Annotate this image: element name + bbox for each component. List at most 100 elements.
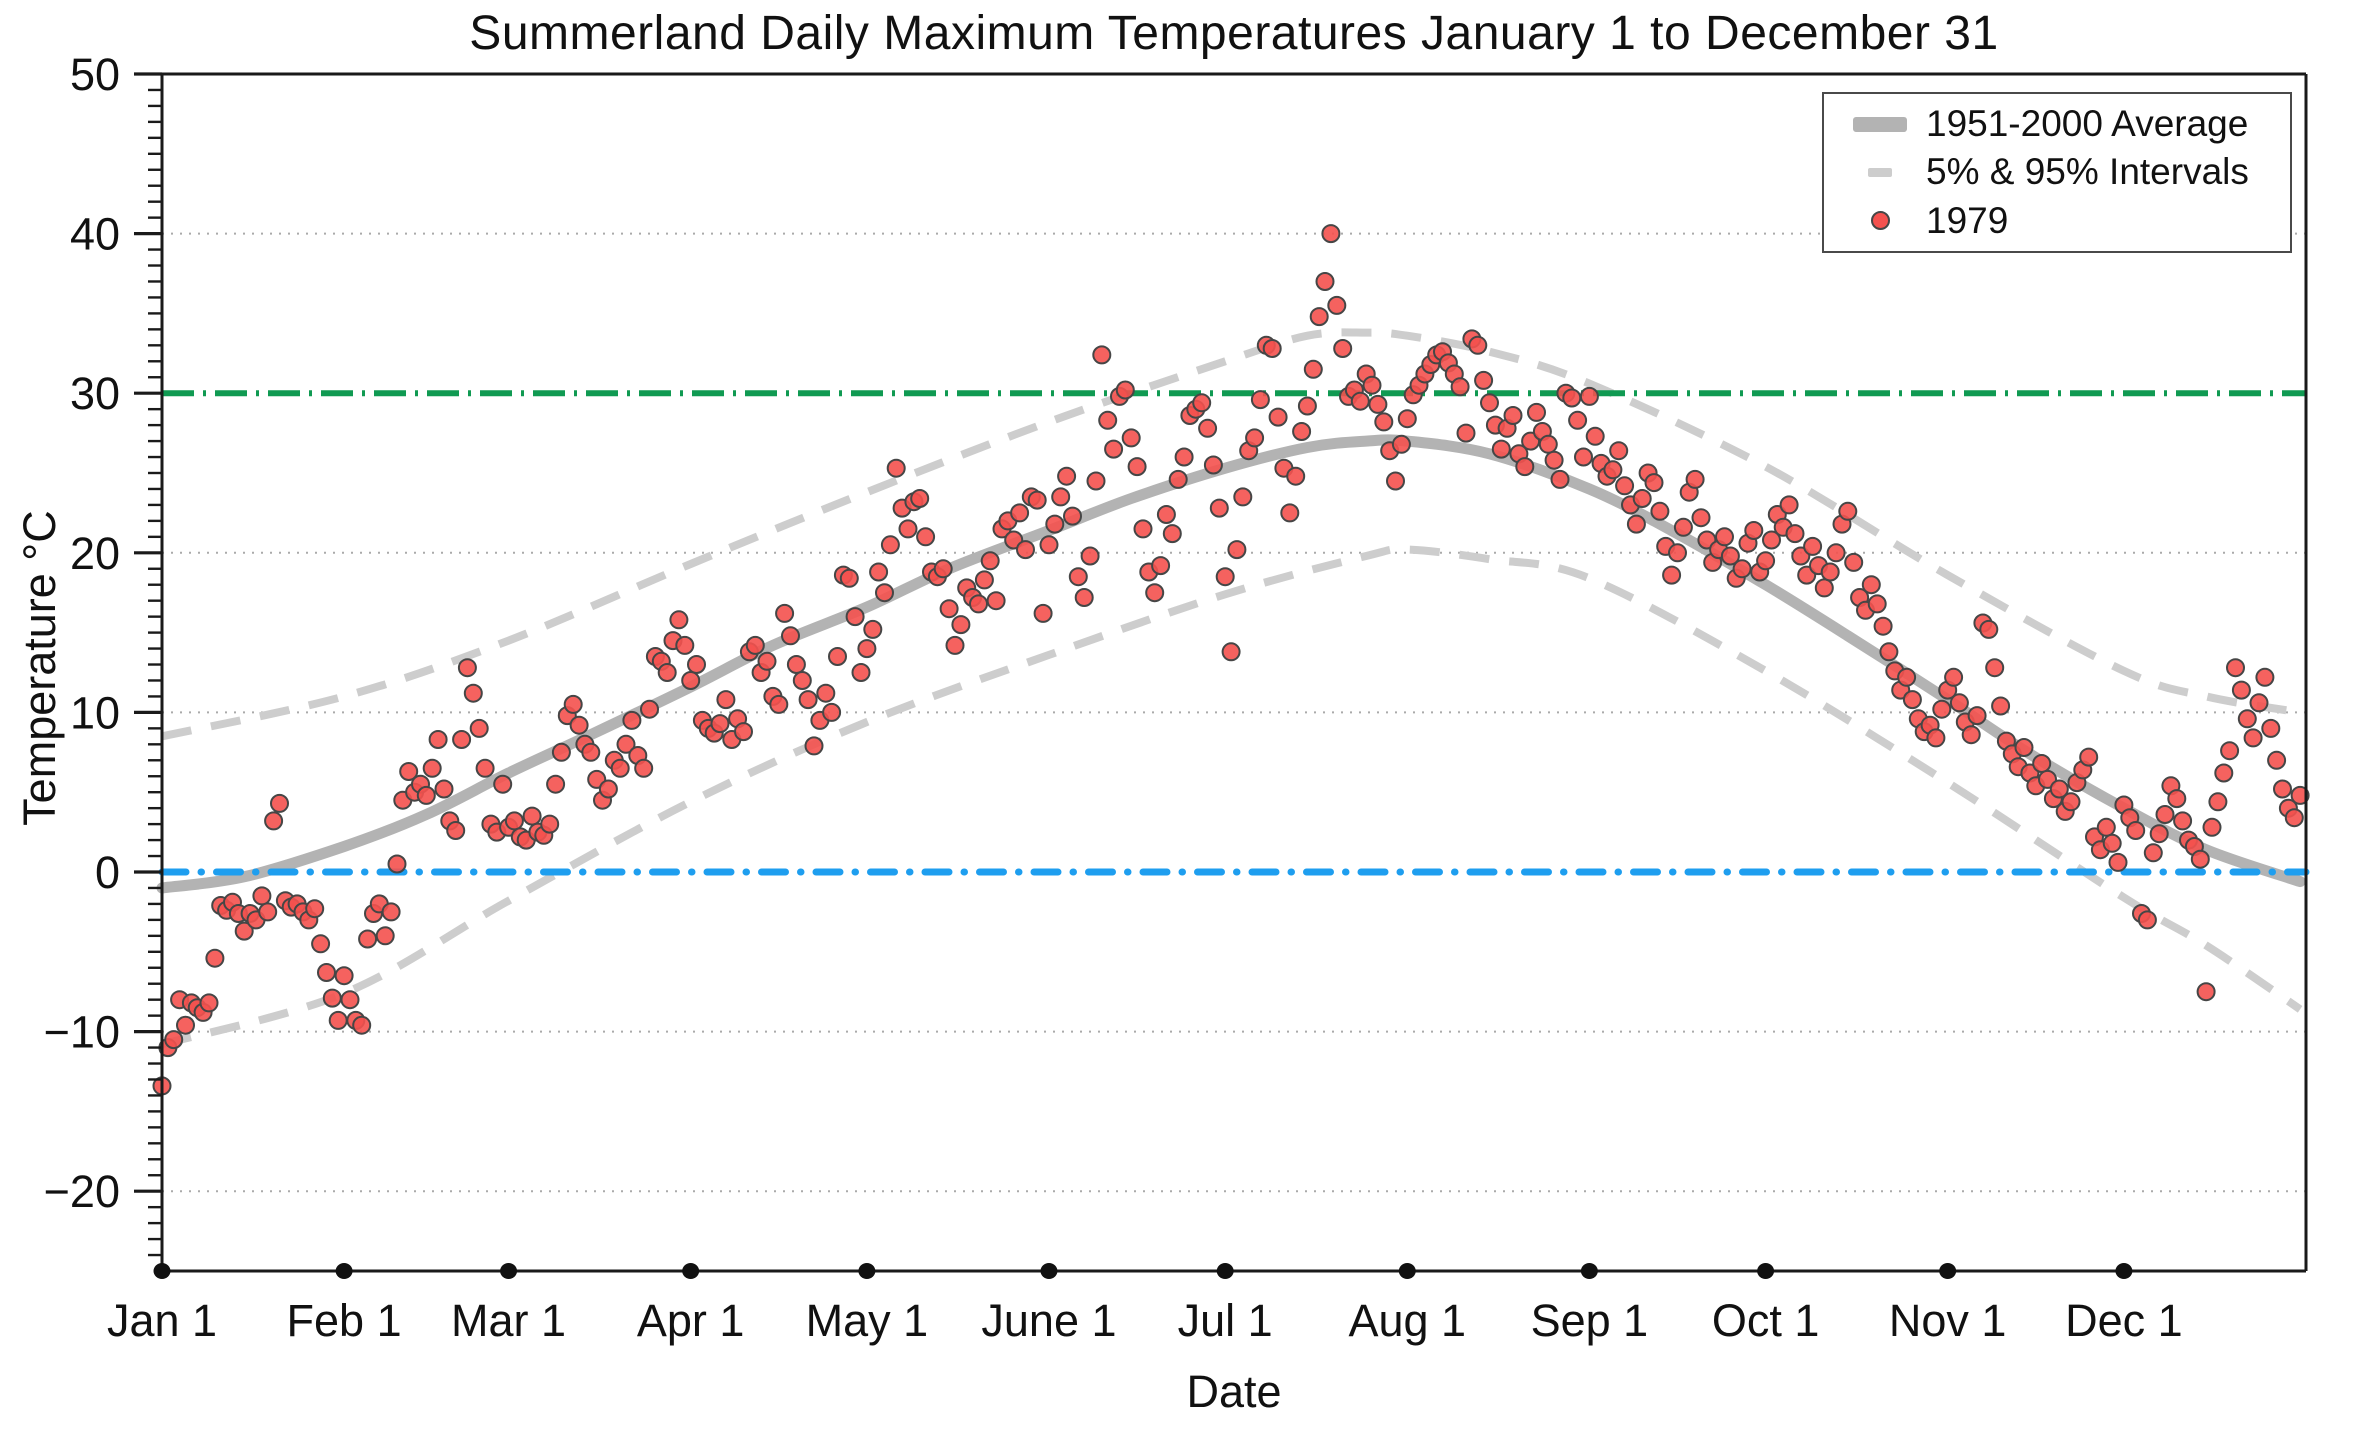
y-tick-label: 10 (70, 687, 120, 738)
data-point (681, 671, 701, 690)
data-point (2284, 808, 2304, 828)
data-point (916, 527, 936, 547)
data-point (2079, 747, 2099, 767)
data-point (886, 458, 906, 478)
data-point (804, 736, 824, 756)
data-point (2267, 750, 2287, 770)
data-point (598, 779, 618, 799)
data-point (1198, 418, 1218, 438)
data-point (452, 730, 472, 749)
data-point (1861, 575, 1881, 595)
data-point (1145, 583, 1165, 603)
data-point (1715, 527, 1734, 547)
data-point (2237, 709, 2257, 729)
average-line-swatch-icon (1834, 116, 1926, 132)
data-point (2102, 833, 2122, 853)
data-point (1215, 567, 1235, 587)
data-point (399, 762, 419, 781)
data-point (434, 779, 454, 799)
data-point (1297, 396, 1317, 416)
data-point (340, 990, 360, 1010)
data-point (328, 1010, 348, 1030)
data-point (863, 619, 883, 639)
data-point (710, 714, 730, 734)
data-point (1391, 434, 1411, 454)
data-point (1985, 658, 2005, 678)
data-point (1221, 642, 1241, 662)
data-point (1456, 423, 1476, 443)
data-point (422, 758, 442, 778)
data-point (2108, 852, 2128, 872)
data-point (1756, 551, 1776, 571)
data-point (969, 594, 988, 614)
data-point (493, 774, 513, 794)
data-point (1086, 471, 1106, 491)
data-point (2173, 811, 2193, 831)
data-point (1386, 471, 1405, 491)
y-tick-label: 30 (70, 368, 120, 419)
data-point (769, 694, 789, 714)
data-point (205, 948, 225, 968)
data-point (2261, 718, 2281, 738)
data-point (1579, 386, 1599, 406)
data-point (522, 806, 542, 826)
y-tick-label: −10 (44, 1007, 120, 1058)
data-point (2061, 792, 2081, 812)
data-point (845, 607, 865, 627)
data-point (1967, 706, 1987, 726)
data-point (687, 655, 706, 674)
data-point (1562, 388, 1582, 408)
data-point (2208, 792, 2228, 812)
data-point (675, 635, 695, 655)
data-point (2243, 728, 2263, 748)
data-point (1926, 728, 1946, 748)
data-point (2231, 680, 2251, 700)
data-point (1626, 514, 1646, 534)
data-point (716, 690, 736, 710)
data-point (264, 811, 284, 831)
y-tick-label: 50 (70, 49, 120, 100)
data-point (1474, 370, 1494, 390)
data-point (1662, 565, 1682, 585)
data-point (1685, 469, 1705, 489)
data-point (939, 599, 959, 619)
data-point (1897, 667, 1917, 687)
data-point (634, 758, 654, 778)
legend-label: 1979 (1926, 199, 2009, 241)
data-point (428, 730, 448, 749)
data-point (2290, 785, 2310, 805)
data-point (2155, 805, 2175, 824)
data-point (1168, 469, 1188, 489)
data-point (2255, 667, 2275, 687)
data-point (1374, 412, 1394, 432)
data-point (1550, 469, 1570, 489)
x-tick-label: Jan 1 (107, 1295, 217, 1346)
data-point (1162, 524, 1182, 544)
data-point (1574, 447, 1593, 467)
data-point (1121, 428, 1141, 448)
x-tick-label: Apr 1 (637, 1295, 745, 1346)
data-point (1080, 546, 1100, 566)
x-tick-label: Aug 1 (1348, 1295, 1466, 1346)
x-tick-label: Oct 1 (1712, 1295, 1820, 1346)
data-point (2220, 741, 2240, 761)
data-point (1515, 457, 1535, 477)
data-point (504, 811, 524, 831)
data-point (358, 929, 378, 949)
data-point (1016, 540, 1035, 560)
data-point (469, 718, 489, 738)
data-point (786, 655, 806, 674)
data-point (1250, 390, 1270, 410)
x-tick-label: Dec 1 (2065, 1295, 2183, 1346)
chart-title: Summerland Daily Maximum Temperatures Ja… (469, 7, 1999, 60)
data-point (792, 671, 812, 690)
data-point (1209, 498, 1229, 518)
data-point (446, 821, 466, 840)
month-marker (335, 1263, 353, 1279)
data-point (2149, 824, 2169, 844)
red-dot-swatch-icon (1834, 211, 1926, 231)
data-point (475, 758, 495, 778)
data-point (1397, 409, 1417, 429)
data-point (1632, 489, 1652, 508)
x-tick-label: Mar 1 (451, 1295, 566, 1346)
